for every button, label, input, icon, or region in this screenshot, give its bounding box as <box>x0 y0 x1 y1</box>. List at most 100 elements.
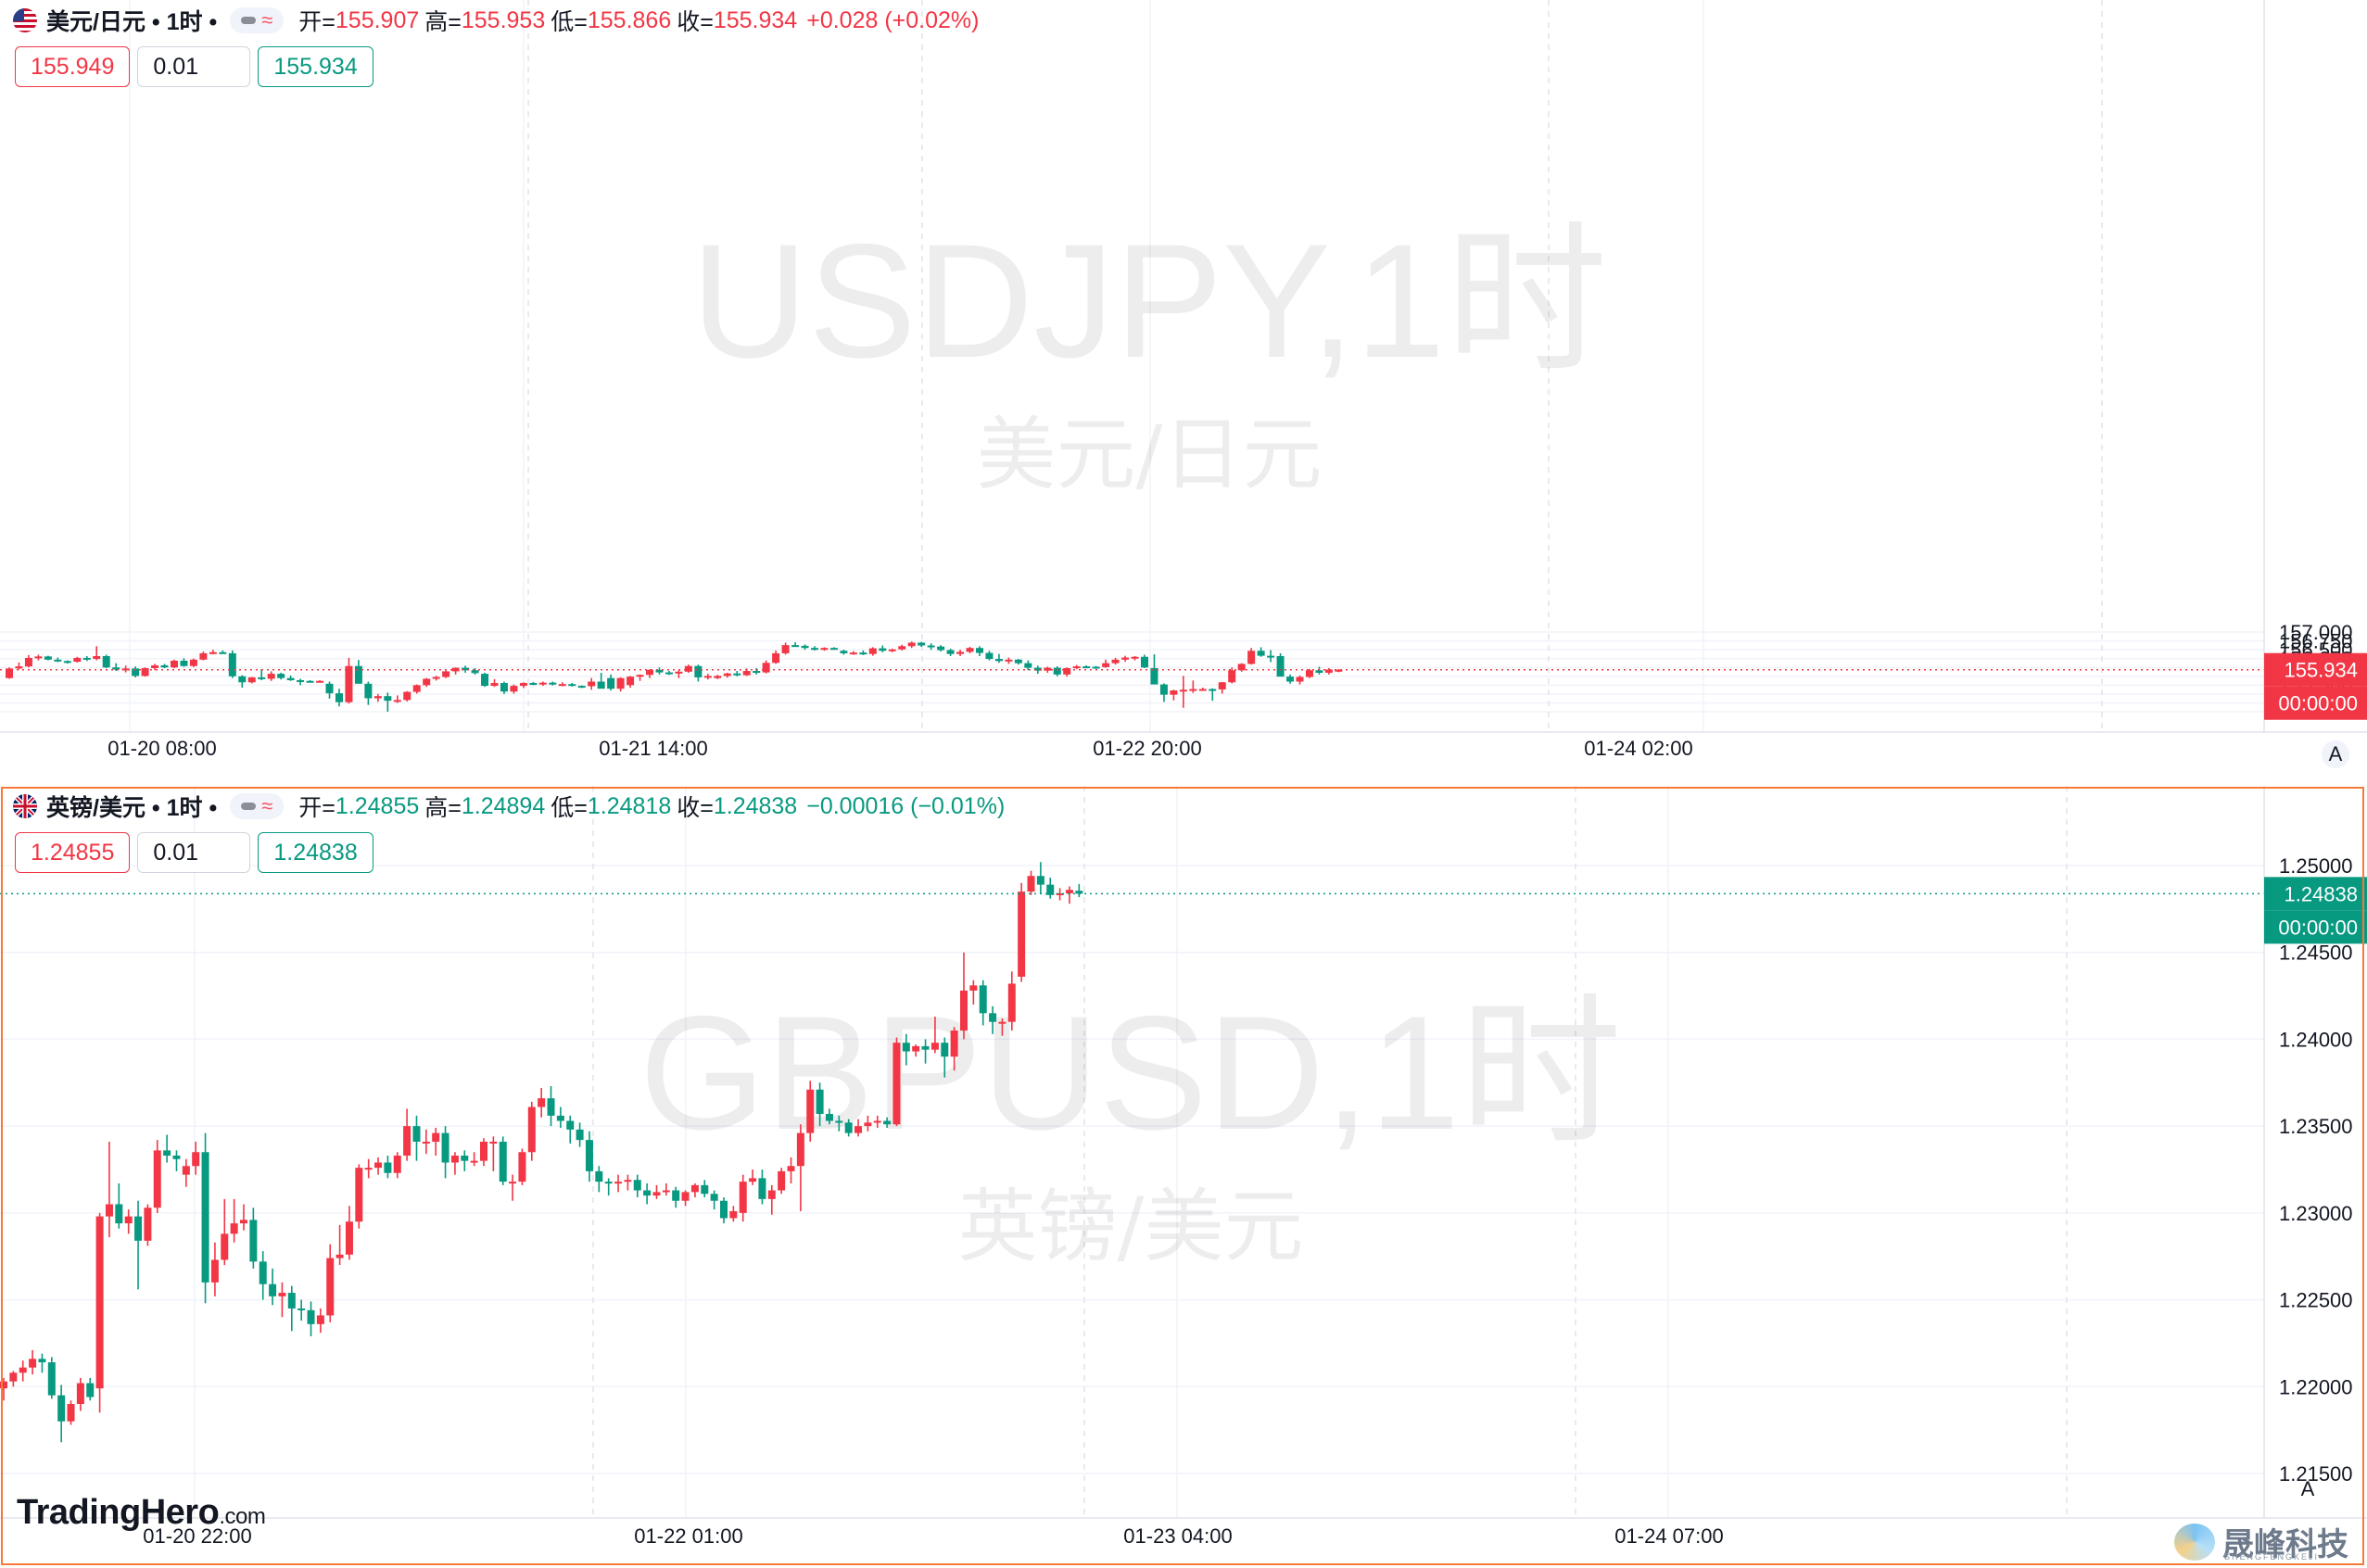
candle-body <box>364 683 373 699</box>
candle-body <box>325 683 334 694</box>
candle-body <box>93 655 101 660</box>
change-value: +0.028 (+0.02%) <box>806 6 980 33</box>
quantity-input[interactable]: 0.01 <box>137 832 251 873</box>
candle-body <box>844 1122 853 1133</box>
high-value: 1.24894 <box>461 792 546 819</box>
candle-body <box>228 652 236 677</box>
candle-body <box>1065 890 1073 893</box>
gbpusd-symbol-label[interactable]: 英镑/美元 • 1时 • <box>46 795 218 821</box>
wave-icon: ≈ <box>261 8 273 32</box>
candle-body <box>29 1359 37 1368</box>
candle-body <box>219 651 227 654</box>
candle-body <box>1247 651 1256 664</box>
auto-scale-button[interactable]: A <box>2300 1477 2315 1500</box>
candle-body <box>662 1190 670 1193</box>
buy-button[interactable]: 155.934 <box>258 46 373 87</box>
candle-body <box>451 667 460 672</box>
low-label: 低= <box>551 9 588 35</box>
candle-body <box>518 1152 526 1182</box>
candle-body <box>1005 659 1013 662</box>
time-tick-label: 01-22 01:00 <box>634 1524 742 1548</box>
candle-body <box>450 1156 459 1163</box>
price-tick-label: 1.22500 <box>2279 1289 2353 1312</box>
candle-body <box>1170 690 1178 695</box>
indicator-toggle[interactable]: ≈ <box>230 793 285 819</box>
candle-body <box>597 681 605 689</box>
usdjpy-order-panel: 155.949 0.01 155.934 <box>15 46 373 87</box>
candle-body <box>403 691 411 701</box>
candle-body <box>710 1194 718 1201</box>
candle-body <box>883 1120 892 1125</box>
candle-body <box>762 663 770 673</box>
sell-button[interactable]: 155.949 <box>15 46 131 87</box>
candle-body <box>249 1220 258 1262</box>
candle-body <box>985 652 994 660</box>
candle-body <box>614 1182 623 1184</box>
candle-body <box>806 1089 815 1133</box>
auto-scale-button[interactable]: A <box>2322 740 2349 768</box>
candle-body <box>374 1162 383 1169</box>
price-tick-label: 157.000 <box>2279 621 2353 644</box>
candle-body <box>163 1150 171 1157</box>
candle-body <box>527 1106 536 1153</box>
candle-body <box>1198 689 1207 691</box>
candle-body <box>432 1132 440 1143</box>
candle-body <box>701 1184 709 1195</box>
open-label: 开= <box>298 795 335 821</box>
sell-button[interactable]: 1.24855 <box>15 832 131 873</box>
candle-body <box>753 671 761 674</box>
candle-body <box>946 650 955 654</box>
candle-body <box>714 676 722 678</box>
candle-body <box>873 1120 881 1123</box>
visibility-icon[interactable] <box>241 17 257 24</box>
candle-body <box>1296 677 1304 682</box>
candle-body <box>267 674 275 679</box>
usdjpy-candlestick-chart[interactable]: USDJPY,1时美元/日元154.750155.000155.250155.5… <box>0 0 2367 786</box>
price-tick-label: 1.24000 <box>2279 1028 2353 1051</box>
candle-body <box>423 678 431 686</box>
candle-body <box>921 1045 930 1050</box>
high-label: 高= <box>424 795 462 821</box>
candle-body <box>898 646 906 650</box>
quantity-input[interactable]: 0.01 <box>137 46 251 87</box>
candle-body <box>1276 655 1285 677</box>
candle-body <box>1092 666 1100 669</box>
candle-body <box>269 1283 277 1296</box>
candle-body <box>105 1204 113 1217</box>
usdjpy-pane[interactable]: USDJPY,1时美元/日元154.750155.000155.250155.5… <box>0 0 2367 786</box>
candle-body <box>767 1190 776 1199</box>
candle-body <box>604 1182 613 1184</box>
candle-body <box>556 1115 564 1121</box>
candle-body <box>297 679 305 682</box>
candle-body <box>675 671 683 674</box>
candle-body <box>9 1372 18 1382</box>
time-tick-label: 01-24 02:00 <box>1584 737 1692 760</box>
price-tick-label: 156.750 <box>2279 630 2353 653</box>
candle-body <box>624 1180 632 1182</box>
candle-body <box>403 1126 411 1157</box>
usdjpy-symbol-label[interactable]: 美元/日元 • 1时 • <box>46 9 218 35</box>
candle-body <box>888 649 896 651</box>
candle-body <box>462 667 470 671</box>
visibility-icon[interactable] <box>241 803 257 810</box>
candle-body <box>172 1156 181 1159</box>
candle-body <box>1121 657 1130 660</box>
buy-button[interactable]: 1.24838 <box>258 832 373 873</box>
chart-watermark: USDJPY,1时 <box>691 211 1608 392</box>
gbpusd-pane[interactable]: GBPUSD,1时 英镑/美元 1.21500 1.22000 1.22500 1.230… <box>0 786 2367 1568</box>
candle-body <box>859 652 867 655</box>
candle-body <box>801 645 809 649</box>
candle-body <box>690 1184 699 1193</box>
candle-body <box>1027 876 1035 892</box>
candle-body <box>681 1192 690 1201</box>
candle-body <box>1056 892 1064 895</box>
candle-body <box>1053 667 1061 675</box>
candle-body <box>297 1308 306 1310</box>
candle-body <box>480 1142 487 1161</box>
candle-body <box>82 657 91 660</box>
candle-body <box>665 672 673 675</box>
indicator-toggle[interactable]: ≈ <box>230 7 285 33</box>
candle-body <box>655 669 664 673</box>
candle-body <box>960 990 968 1031</box>
